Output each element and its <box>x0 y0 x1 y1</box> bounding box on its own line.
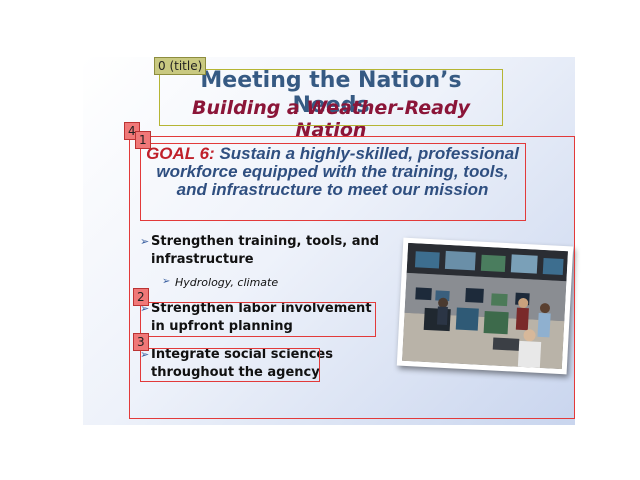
annotation-tag-2: 2 <box>133 288 149 306</box>
annotation-box-1 <box>140 143 526 221</box>
annotation-box-2 <box>140 302 376 337</box>
bullet-arrow-icon: ➢ <box>162 276 171 287</box>
bullet-arrow-icon: ➢ <box>140 235 150 248</box>
annotation-box-4 <box>129 136 575 419</box>
bullet-social-sciences: ➢ Integrate social sciences throughout t… <box>140 347 333 380</box>
goal-statement: GOAL 6: Sustain a highly-skilled, profes… <box>141 145 524 199</box>
annotation-box-3 <box>140 348 320 382</box>
bullet-training: ➢ Strengthen training, tools, and infras… <box>140 234 380 267</box>
operations-room-photo <box>396 237 574 375</box>
annotation-tag-1: 1 <box>135 131 151 149</box>
goal-text: Sustain a highly-skilled, professional w… <box>156 144 519 199</box>
annotation-tag-title: 0 (title) <box>154 57 207 75</box>
annotation-tag-3: 3 <box>133 333 149 351</box>
annotation-box-title <box>159 69 503 126</box>
slide-title: Meeting the Nation’s Needs <box>200 68 462 118</box>
goal-lead: GOAL 6: <box>146 144 215 163</box>
bullet-arrow-icon: ➢ <box>140 348 150 361</box>
bullet-labor: ➢ Strengthen labor involvement in upfron… <box>140 301 372 334</box>
slide-subtitle: Building a Weather-Ready Nation <box>192 97 470 141</box>
sub-bullet-hydrology: ➢ Hydrology, climate <box>162 276 279 289</box>
photo-image <box>402 242 568 370</box>
bullet-arrow-icon: ➢ <box>140 302 150 315</box>
